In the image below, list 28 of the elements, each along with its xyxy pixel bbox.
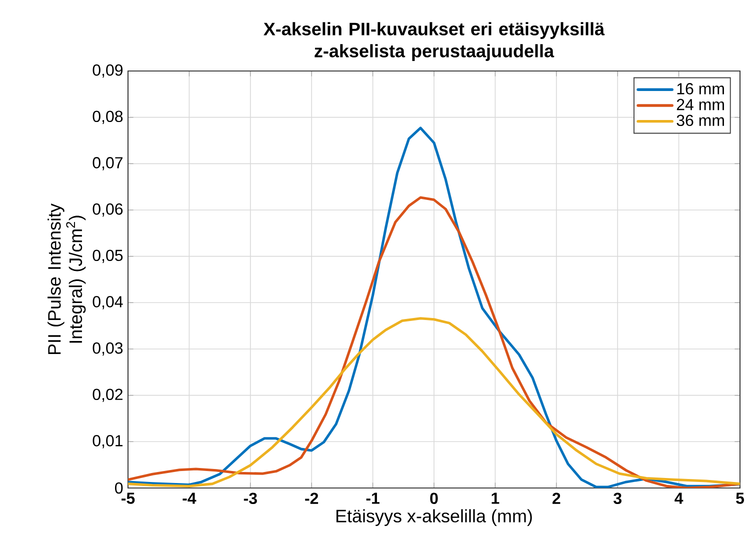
x-tick-label: 2 bbox=[552, 492, 560, 504]
y-tick-label: 0 bbox=[115, 482, 123, 494]
y-tick-label: 0,05 bbox=[92, 250, 123, 263]
y-tick-label: 0,03 bbox=[92, 342, 123, 356]
x-tick-label: 0 bbox=[430, 492, 438, 504]
y-tick-label: 0,04 bbox=[92, 296, 123, 310]
y-tick-label: 0,06 bbox=[92, 203, 123, 217]
x-tick-label: 1 bbox=[492, 492, 500, 504]
y-tick-label: 0,09 bbox=[92, 64, 123, 78]
x-tick-label: 3 bbox=[614, 492, 622, 504]
line-series bbox=[128, 317, 740, 488]
x-tick-label: 5 bbox=[736, 492, 744, 504]
line-series bbox=[128, 196, 740, 488]
legend-label: 16 mm bbox=[677, 83, 724, 94]
legend-label: 36 mm bbox=[676, 114, 724, 126]
y-tick-label: 0,01 bbox=[92, 435, 123, 448]
x-tick-label: -1 bbox=[366, 492, 380, 504]
x-tick-label: -3 bbox=[244, 492, 257, 504]
x-tick-label: -2 bbox=[305, 492, 318, 504]
y-tick-label: 0,08 bbox=[92, 110, 123, 124]
x-tick-label: 4 bbox=[674, 492, 684, 504]
x-tick-label: -5 bbox=[122, 492, 135, 504]
x-tick-label: -4 bbox=[182, 492, 196, 504]
y-tick-label: 0,07 bbox=[92, 157, 122, 170]
chart-title: X-akselin PII-kuvaukset eri etäisyyksillä z-akselista perustaajuudella bbox=[264, 22, 605, 61]
legend-label: 24 mm bbox=[676, 98, 724, 110]
y-tick-label: 0,02 bbox=[92, 388, 122, 402]
x-axis-title: Etäisyys x-akselilla (mm) bbox=[336, 509, 532, 526]
